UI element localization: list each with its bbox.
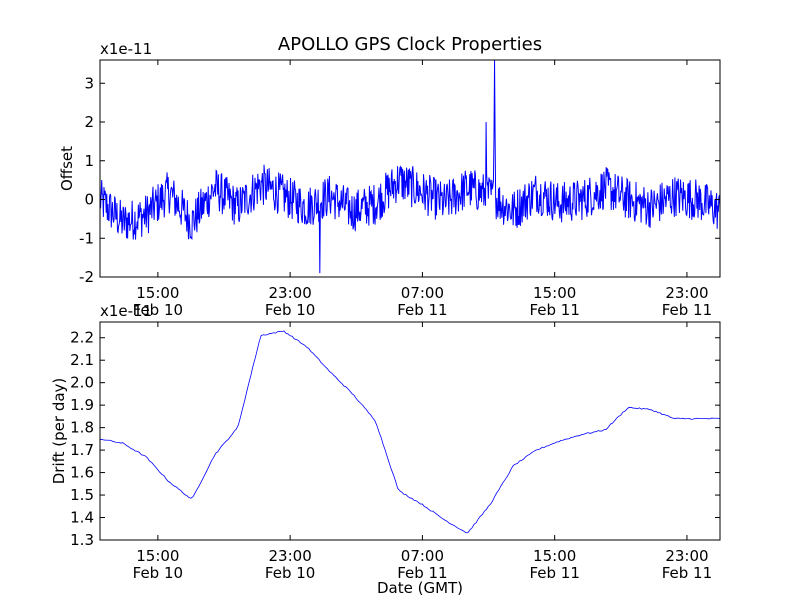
y-tick-label: 1.4 xyxy=(70,509,94,527)
y-tick-label: 1 xyxy=(84,152,94,170)
exponent-label: x1e-11 xyxy=(100,40,152,58)
y-tick-label: 1.8 xyxy=(70,419,94,437)
x-tick-date-label: Feb 11 xyxy=(529,564,579,582)
y-tick-label: 1.5 xyxy=(70,486,94,504)
x-tick-time-label: 07:00 xyxy=(401,284,444,302)
series-line xyxy=(99,59,721,274)
plot-frame xyxy=(99,321,721,541)
figure-title: APOLLO GPS Clock Properties xyxy=(278,34,542,55)
y-tick-label: 1.7 xyxy=(70,441,94,459)
y-tick-label: 2 xyxy=(84,113,94,131)
x-tick-time-label: 15:00 xyxy=(533,284,576,302)
x-tick-date-label: Feb 11 xyxy=(662,301,712,319)
x-tick-time-label: 07:00 xyxy=(401,547,444,565)
y-tick-label: 0 xyxy=(84,191,94,209)
x-tick-date-label: Feb 11 xyxy=(397,564,447,582)
x-tick-date-label: Feb 10 xyxy=(265,564,315,582)
y-tick-label: -1 xyxy=(79,229,94,247)
plot-frame xyxy=(99,59,721,278)
x-tick-date-label: Feb 11 xyxy=(397,301,447,319)
y-tick-label: 3 xyxy=(84,74,94,92)
series-line xyxy=(99,330,721,534)
y-tick-label: -2 xyxy=(79,268,94,286)
x-tick-date-label: Feb 10 xyxy=(133,301,183,319)
x-tick-time-label: 23:00 xyxy=(665,284,708,302)
y-tick-label: 2.2 xyxy=(70,329,94,347)
x-tick-date-label: Feb 10 xyxy=(265,301,315,319)
x-tick-time-label: 15:00 xyxy=(136,547,179,565)
y-tick-label: 2.0 xyxy=(70,374,94,392)
y-tick-label: 1.3 xyxy=(70,531,94,549)
x-tick-time-label: 23:00 xyxy=(665,547,708,565)
x-tick-time-label: 15:00 xyxy=(533,547,576,565)
exponent-label: x1e-11 xyxy=(100,302,152,320)
x-tick-date-label: Feb 11 xyxy=(529,301,579,319)
y-tick-label: 2.1 xyxy=(70,351,94,369)
y-axis-label: Offset xyxy=(58,146,76,191)
x-axis-label: Date (GMT) xyxy=(377,579,463,597)
y-tick-label: 1.6 xyxy=(70,464,94,482)
x-tick-date-label: Feb 11 xyxy=(662,564,712,582)
x-tick-time-label: 23:00 xyxy=(269,284,312,302)
x-tick-time-label: 23:00 xyxy=(269,547,312,565)
y-tick-label: 1.9 xyxy=(70,396,94,414)
y-axis-label: Drift (per day) xyxy=(50,378,68,485)
x-tick-date-label: Feb 10 xyxy=(133,564,183,582)
x-tick-time-label: 15:00 xyxy=(136,284,179,302)
